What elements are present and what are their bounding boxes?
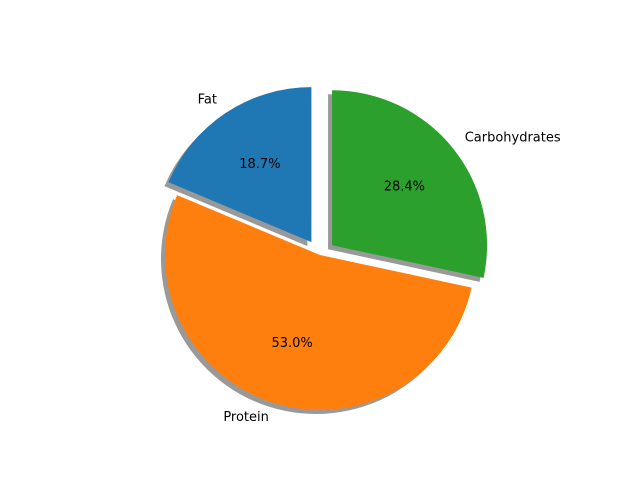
slice-label-fat: Fat bbox=[198, 93, 217, 108]
slice-labels: Fat 18.7% Protein 53.0% Carbohydrates 28.4% bbox=[198, 93, 561, 426]
pie-slice-carbohydrates bbox=[332, 90, 488, 278]
slice-label-carbohydrates: Carbohydrates bbox=[465, 131, 561, 146]
slice-label-protein: Protein bbox=[223, 410, 269, 425]
slice-percent-carbohydrates: 28.4% bbox=[384, 179, 425, 194]
slice-percent-protein: 53.0% bbox=[271, 336, 312, 351]
slice-percent-fat: 18.7% bbox=[239, 157, 280, 172]
pie-slice-fat bbox=[168, 87, 312, 243]
pie-slice-protein bbox=[165, 195, 472, 410]
slice-wedges bbox=[165, 87, 488, 410]
